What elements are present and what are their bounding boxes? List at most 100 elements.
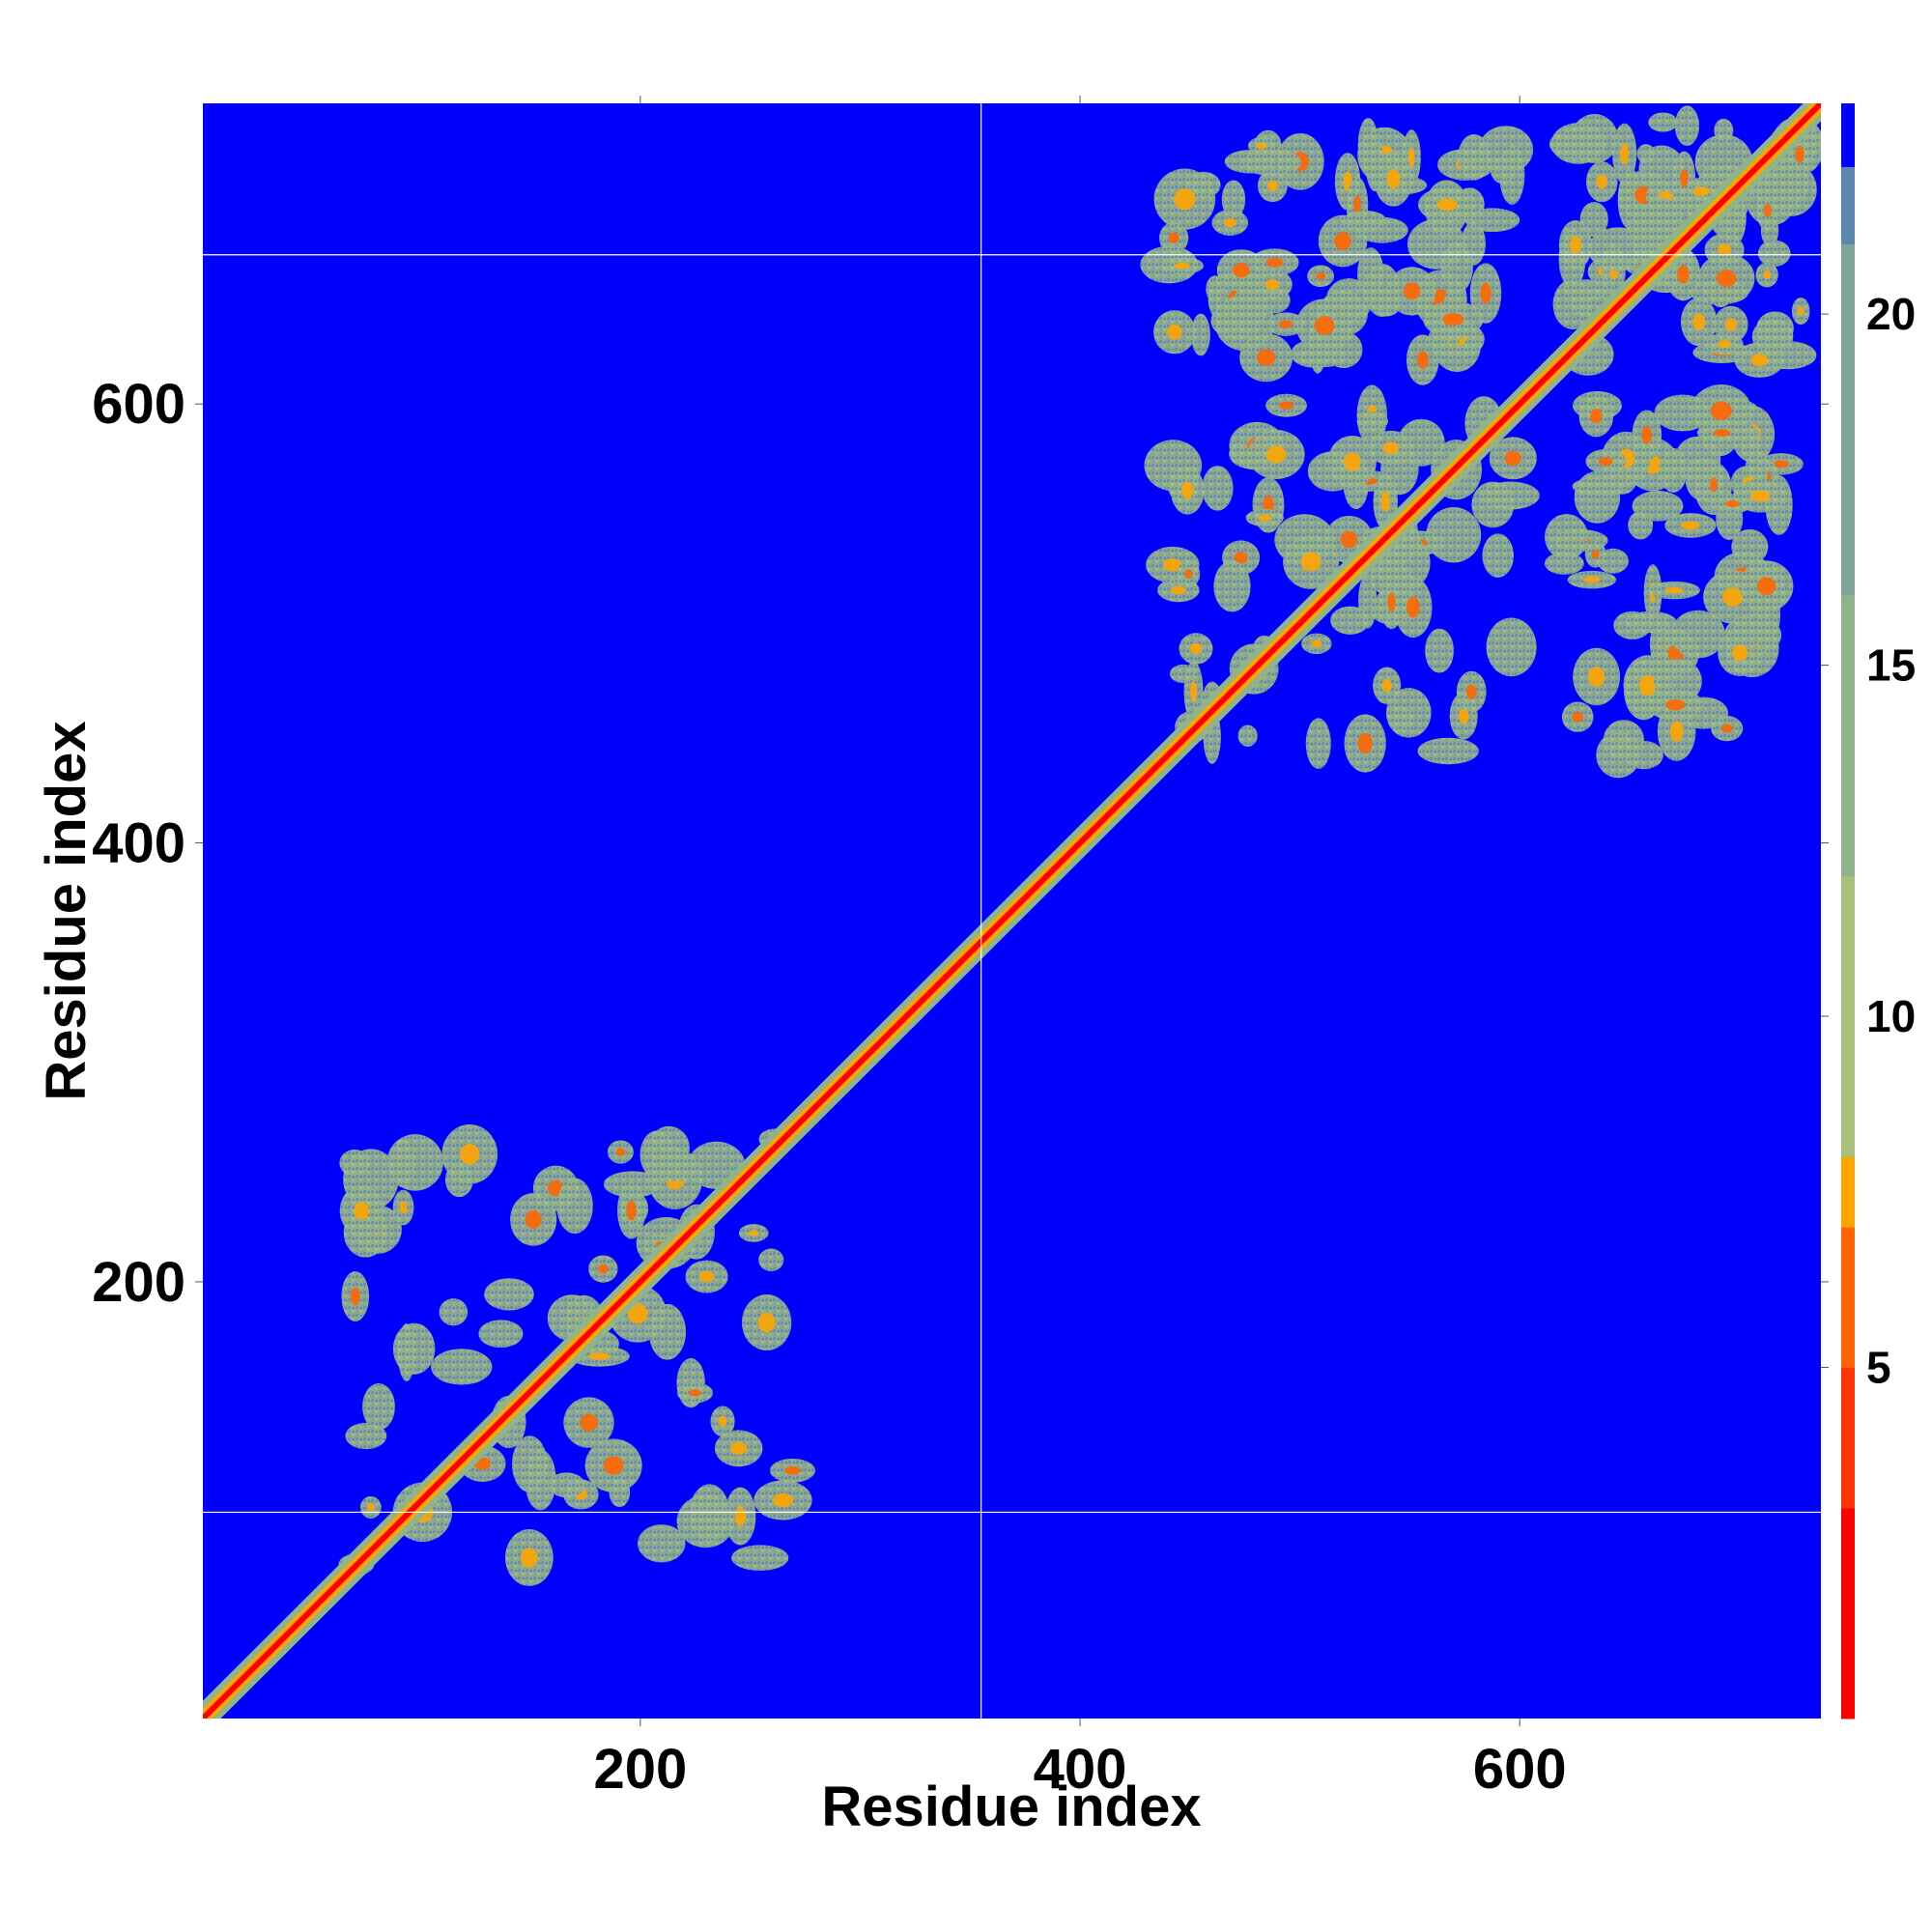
colorbar-segment <box>1841 243 1855 596</box>
contact-patch <box>1417 737 1479 765</box>
contact-core <box>1340 530 1358 549</box>
contact-core <box>1168 232 1179 243</box>
contact-core <box>730 1441 748 1455</box>
contact-patch <box>1674 105 1700 146</box>
contact-core <box>460 1144 480 1165</box>
contact-core <box>1720 724 1733 733</box>
contact-core <box>1588 667 1605 687</box>
contact-core <box>626 1200 637 1221</box>
off-diagonal-block <box>1544 384 1804 779</box>
contact-core <box>1750 354 1769 367</box>
contact-patch <box>638 1524 686 1563</box>
contact-core <box>521 1548 538 1568</box>
contact-core <box>1756 577 1776 596</box>
contact-core <box>1599 457 1613 466</box>
contact-core <box>1407 147 1415 167</box>
contact-core <box>580 1413 598 1432</box>
contact-core <box>1167 324 1182 340</box>
contact-core <box>1279 401 1294 410</box>
contact-patch <box>1213 560 1251 612</box>
contact-core <box>1279 320 1293 328</box>
colorbar-segment <box>1841 875 1855 1157</box>
colorbar-segment <box>1841 1156 1855 1228</box>
contact-core <box>1403 282 1421 300</box>
contact-core <box>1174 188 1196 211</box>
x-tick-label: 600 <box>1473 1738 1567 1801</box>
contact-core <box>1722 587 1744 607</box>
contact-core <box>1267 180 1278 192</box>
colorbar-tick-label: 5 <box>1866 1343 1891 1393</box>
contact-patch <box>1636 144 1656 164</box>
contact-patch <box>1387 706 1413 732</box>
contact-core <box>1264 278 1280 290</box>
contact-patch <box>1295 346 1349 368</box>
contact-core <box>1763 270 1772 280</box>
contact-patch <box>676 1494 735 1548</box>
contact-core <box>1763 203 1772 218</box>
contact-core <box>1681 521 1700 530</box>
contact-core <box>1669 721 1684 742</box>
contact-core <box>1725 499 1740 508</box>
contact-core <box>1442 312 1464 327</box>
contact-patch <box>1426 507 1482 563</box>
contact-patch <box>392 1322 436 1375</box>
colorbar <box>1841 103 1855 1719</box>
contact-core <box>1480 282 1492 304</box>
contact-core <box>748 1230 759 1236</box>
contact-patch <box>556 1178 593 1235</box>
contact-core <box>1174 262 1190 270</box>
contact-core <box>1797 306 1804 316</box>
diagonal-line <box>203 103 1821 1719</box>
contact-patch <box>362 1383 395 1431</box>
contact-patch <box>648 1303 687 1360</box>
contact-core <box>598 1264 609 1274</box>
contact-core <box>1357 732 1373 753</box>
y-axis-label: Residue index <box>35 721 98 1100</box>
y-tick-label: 200 <box>92 1251 185 1314</box>
contact-core <box>1387 592 1396 612</box>
contact-core <box>603 1456 624 1475</box>
contact-patch <box>1648 112 1678 132</box>
contact-core <box>1732 644 1747 662</box>
contact-patch <box>1357 247 1384 300</box>
contact-core <box>1316 271 1325 280</box>
contact-core <box>1257 142 1267 150</box>
contact-core <box>1163 558 1182 572</box>
contact-patch <box>1471 481 1515 528</box>
colorbar-ticks: 5 10 15 20 <box>1821 289 1916 1393</box>
contact-core <box>1189 642 1203 655</box>
contact-core <box>1436 198 1458 212</box>
contact-patch <box>1358 573 1378 629</box>
contact-patch <box>1406 218 1466 270</box>
contact-core <box>1620 143 1630 164</box>
x-tick-label: 400 <box>1034 1738 1127 1801</box>
contact-core <box>1406 596 1420 618</box>
colorbar-segment <box>1841 1507 1855 1719</box>
contact-core <box>1380 492 1390 512</box>
contact-core <box>1773 460 1789 469</box>
contact-patch <box>646 1155 702 1182</box>
x-tick-label: 200 <box>593 1738 687 1801</box>
contact-patch <box>1482 533 1514 578</box>
contact-core <box>525 1209 542 1229</box>
contact-core <box>1234 552 1248 564</box>
contact-core <box>734 1506 747 1527</box>
contact-core <box>688 1389 701 1397</box>
contact-core <box>772 1492 794 1508</box>
colorbar-segment <box>1841 166 1855 244</box>
contact-core <box>1583 576 1601 583</box>
contact-patch <box>1202 466 1234 511</box>
contact-patch <box>1640 197 1683 236</box>
contact-core <box>1343 452 1361 471</box>
colorbar-tick-label: 10 <box>1866 991 1916 1041</box>
contact-core <box>1716 270 1737 288</box>
contact-core <box>1233 263 1250 278</box>
contact-core <box>627 1303 648 1324</box>
contact-patch <box>1654 394 1712 432</box>
contact-patch <box>1425 628 1454 673</box>
contact-core <box>1690 186 1711 196</box>
contact-patch <box>1356 412 1388 431</box>
contact-patch <box>1670 610 1725 659</box>
contact-core <box>1718 340 1731 349</box>
